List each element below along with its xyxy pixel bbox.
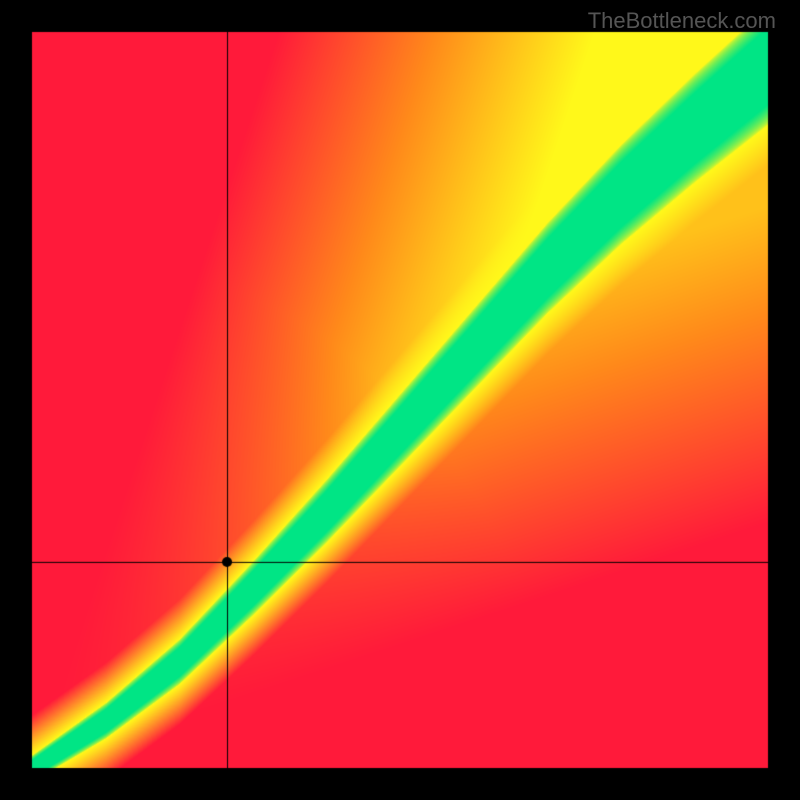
chart-container: TheBottleneck.com [0, 0, 800, 800]
bottleneck-heatmap [0, 0, 800, 800]
watermark-text: TheBottleneck.com [588, 8, 776, 34]
